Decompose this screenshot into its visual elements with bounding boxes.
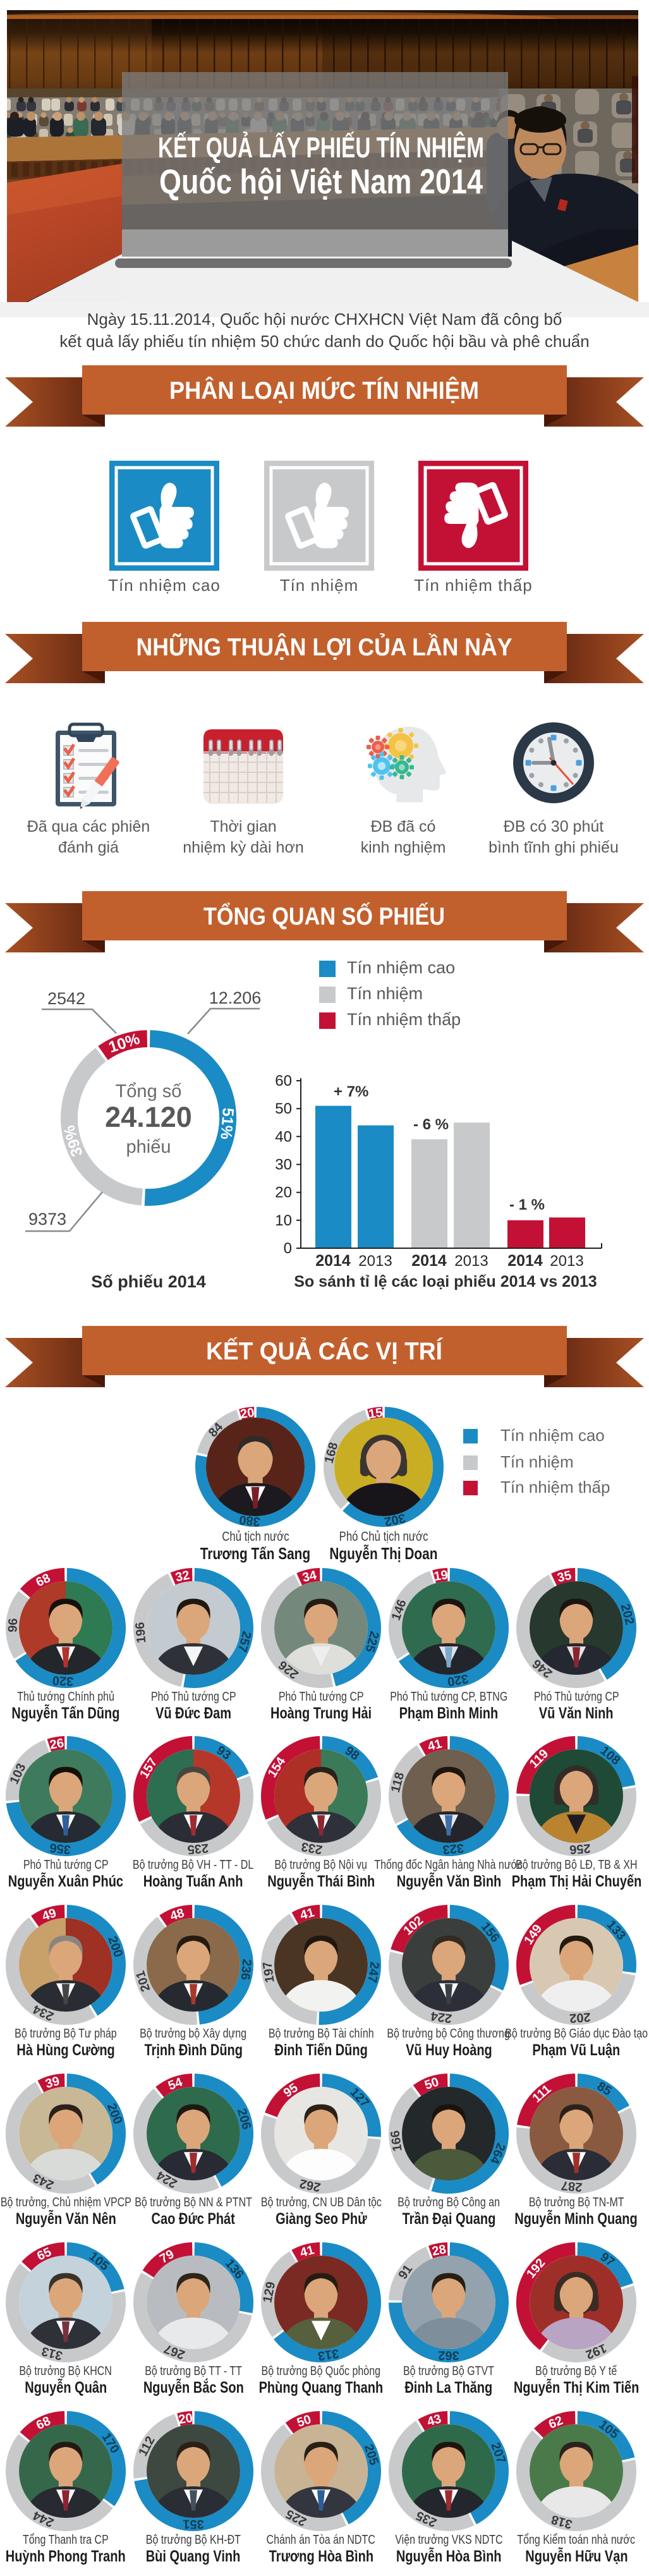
svg-text:Tín nhiệm: Tín nhiệm	[500, 1452, 574, 1471]
svg-text:39: 39	[44, 2074, 61, 2091]
svg-text:20: 20	[275, 1184, 292, 1201]
svg-text:247: 247	[365, 1961, 381, 1984]
svg-text:20: 20	[240, 1406, 255, 1421]
svg-text:+ 7%: + 7%	[334, 1083, 368, 1100]
svg-text:202: 202	[569, 2010, 591, 2025]
svg-text:- 6 %: - 6 %	[413, 1116, 449, 1133]
svg-text:60: 60	[275, 1072, 292, 1090]
svg-text:0: 0	[284, 1240, 292, 1257]
svg-text:235: 235	[187, 1841, 209, 1857]
svg-text:Tín nhiệm thấp: Tín nhiệm thấp	[347, 1010, 461, 1029]
svg-text:NHỮNG THUẬN LỢI CỦA LẦN NÀY: NHỮNG THUẬN LỢI CỦA LẦN NÀY	[136, 633, 513, 661]
svg-text:kinh nghiệm: kinh nghiệm	[361, 839, 446, 856]
svg-text:351: 351	[183, 2517, 203, 2530]
svg-text:30: 30	[275, 1157, 292, 1174]
svg-text:2013: 2013	[358, 1253, 392, 1270]
svg-text:19: 19	[433, 1568, 449, 1584]
svg-text:Số phiếu 2014: Số phiếu 2014	[91, 1272, 206, 1291]
svg-text:10: 10	[275, 1212, 292, 1229]
svg-text:KẾT QUẢ LẤY PHIẾU TÍN NHIỆM: KẾT QUẢ LẤY PHIẾU TÍN NHIỆM	[158, 131, 484, 164]
svg-text:362: 362	[438, 2348, 459, 2362]
svg-text:323: 323	[442, 1841, 464, 1857]
svg-text:15: 15	[368, 1406, 384, 1421]
svg-text:ĐB đã có: ĐB đã có	[371, 818, 436, 835]
svg-text:PHÂN LOẠI MỨC TÍN NHIỆM: PHÂN LOẠI MỨC TÍN NHIỆM	[169, 377, 479, 404]
svg-text:2013: 2013	[454, 1253, 488, 1270]
svg-text:2013: 2013	[550, 1253, 583, 1270]
svg-text:32: 32	[174, 1568, 191, 1584]
svg-text:10%: 10%	[106, 1030, 142, 1057]
svg-text:224: 224	[429, 2008, 452, 2026]
svg-text:35: 35	[556, 1569, 573, 1585]
svg-text:356: 356	[49, 1840, 71, 1856]
svg-text:TỔNG QUAN SỐ PHIẾU: TỔNG QUAN SỐ PHIẾU	[203, 902, 445, 930]
svg-text:Thời gian: Thời gian	[210, 818, 276, 835]
svg-text:197: 197	[260, 1961, 277, 1984]
svg-text:380: 380	[238, 1512, 260, 1528]
svg-text:9373: 9373	[28, 1210, 66, 1229]
svg-text:28: 28	[431, 2242, 447, 2259]
svg-text:- 1 %: - 1 %	[509, 1196, 545, 1213]
svg-text:đánh giá: đánh giá	[58, 839, 119, 856]
svg-text:2014: 2014	[411, 1252, 447, 1270]
svg-text:287: 287	[561, 2178, 583, 2194]
svg-text:Tín nhiệm thấp: Tín nhiệm thấp	[500, 1478, 610, 1497]
svg-text:40: 40	[275, 1128, 292, 1145]
svg-text:2014: 2014	[507, 1252, 543, 1270]
svg-text:196: 196	[133, 1622, 149, 1644]
svg-text:20: 20	[178, 2411, 193, 2427]
svg-text:320: 320	[52, 1673, 73, 1688]
svg-text:Tín nhiệm: Tín nhiệm	[347, 984, 423, 1003]
svg-text:39%: 39%	[60, 1123, 86, 1158]
svg-text:Tín nhiệm cao: Tín nhiệm cao	[500, 1426, 605, 1445]
svg-text:26: 26	[49, 1736, 65, 1752]
svg-text:Tín nhiệm cao: Tín nhiệm cao	[347, 961, 455, 977]
svg-text:Tín nhiệm: Tín nhiệm	[280, 576, 359, 595]
svg-text:Đã qua các phiên: Đã qua các phiên	[27, 818, 150, 835]
svg-text:12.206: 12.206	[209, 988, 262, 1007]
svg-text:Tín nhiệm cao: Tín nhiệm cao	[108, 576, 221, 595]
svg-text:313: 313	[317, 2346, 340, 2362]
svg-text:256: 256	[569, 1841, 591, 1856]
svg-text:Quốc hội Việt Nam 2014: Quốc hội Việt Nam 2014	[159, 162, 483, 201]
svg-text:24.120: 24.120	[105, 1101, 192, 1133]
svg-text:ĐB có 30 phút: ĐB có 30 phút	[504, 818, 604, 835]
svg-text:96: 96	[6, 1618, 20, 1632]
svg-text:bình tĩnh ghi phiếu: bình tĩnh ghi phiếu	[488, 839, 619, 856]
svg-text:2542: 2542	[47, 989, 85, 1008]
svg-text:166: 166	[388, 2130, 404, 2153]
svg-text:Tín nhiệm thấp: Tín nhiệm thấp	[414, 576, 532, 595]
svg-text:Tổng số: Tổng số	[116, 1081, 182, 1102]
svg-text:nhiệm kỳ dài hơn: nhiệm kỳ dài hơn	[183, 839, 304, 856]
svg-text:51%: 51%	[217, 1107, 236, 1140]
svg-text:KẾT QUẢ CÁC VỊ TRÍ: KẾT QUẢ CÁC VỊ TRÍ	[206, 1337, 443, 1365]
svg-text:phiếu: phiếu	[126, 1137, 171, 1157]
svg-text:236: 236	[238, 1959, 254, 1981]
svg-text:50: 50	[275, 1100, 292, 1117]
svg-text:2014: 2014	[315, 1252, 351, 1270]
svg-text:So sánh tỉ lệ các loại phiếu 2: So sánh tỉ lệ các loại phiếu 2014 vs 201…	[294, 1273, 597, 1291]
